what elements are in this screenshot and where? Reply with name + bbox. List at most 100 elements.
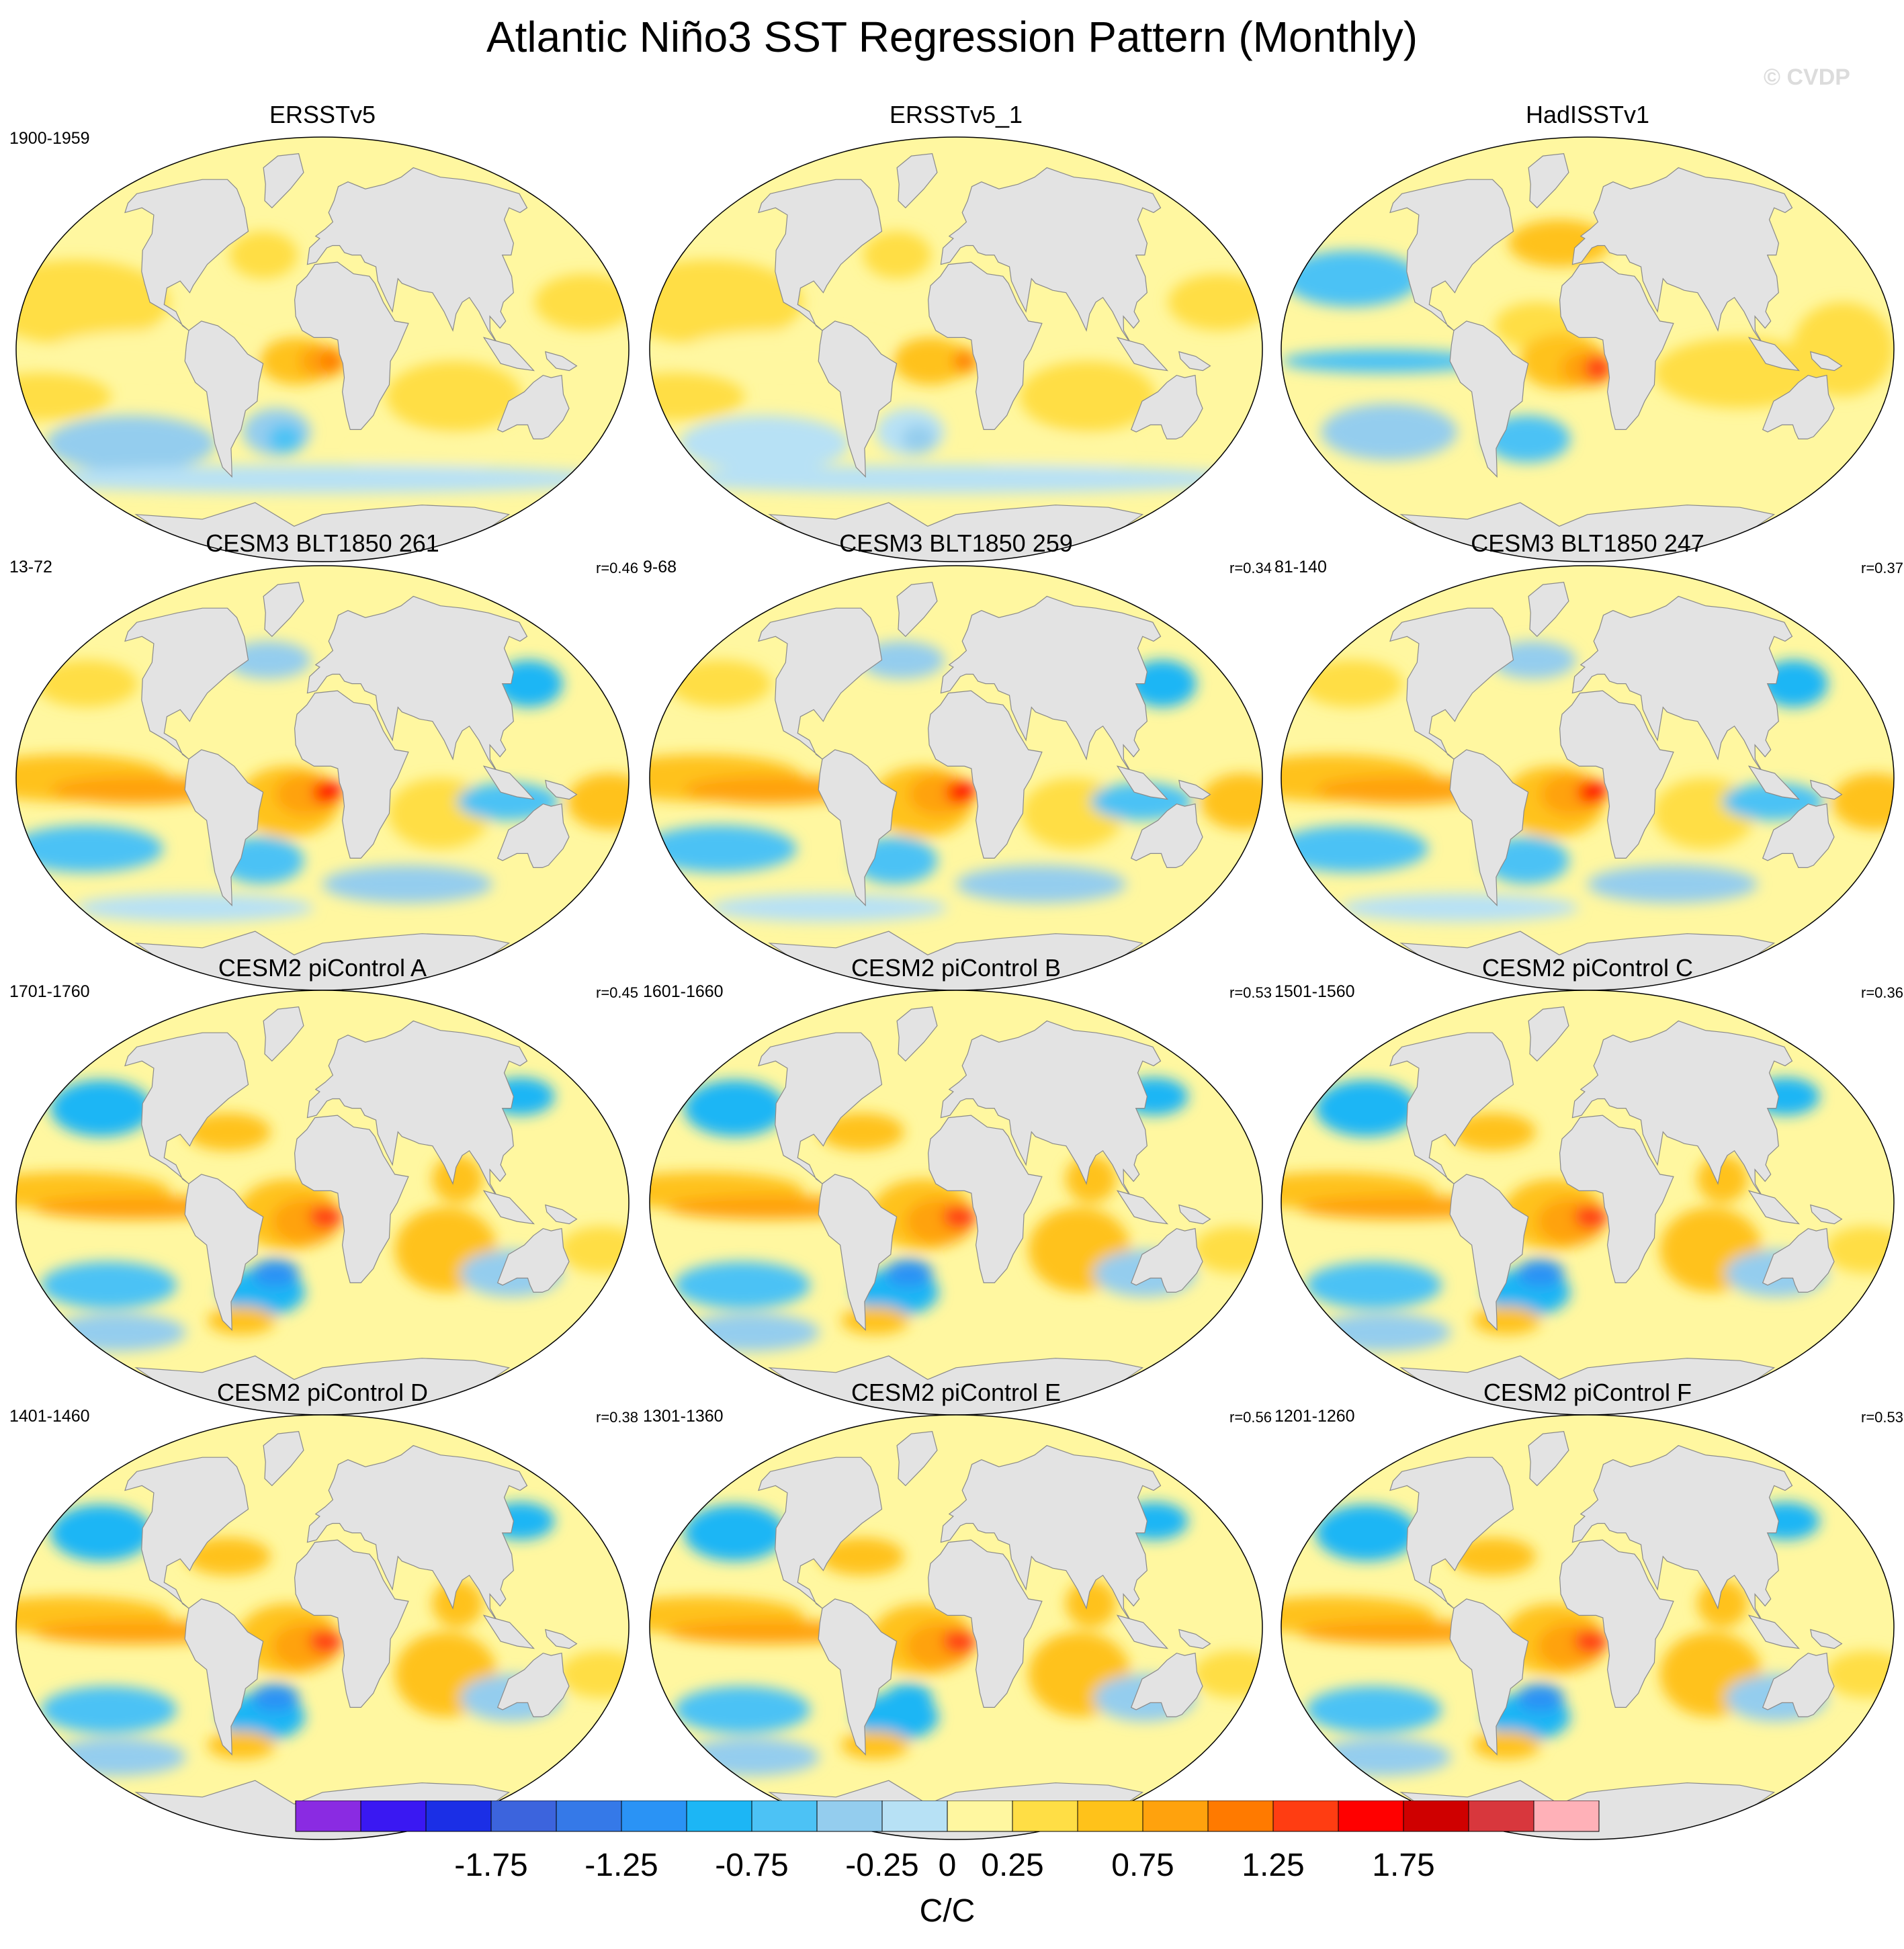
anomaly-region [1584, 356, 1612, 380]
anomaly-region [185, 1537, 271, 1575]
land-indonesia [1747, 1190, 1801, 1225]
land-indonesia [482, 765, 535, 800]
land-antarctica [768, 1355, 1144, 1415]
land-antarctica [1399, 502, 1776, 562]
anomaly-region [674, 1261, 811, 1309]
anomaly-region [1315, 1313, 1451, 1352]
land-north-america [1389, 607, 1514, 760]
land-africa [1559, 690, 1674, 859]
colorbar-tick-label: 0.75 [1111, 1848, 1174, 1883]
land-greenland [896, 581, 938, 638]
anomaly-region [16, 465, 629, 494]
land-africa [294, 1539, 409, 1708]
land-indonesia [482, 337, 535, 372]
land-north-america [758, 607, 883, 760]
land-indonesia [1116, 1190, 1169, 1225]
colorbar-tick-label: 1.25 [1242, 1848, 1304, 1883]
anomaly-region [1573, 1205, 1608, 1229]
anomaly-region [1283, 250, 1420, 307]
anomaly-region [952, 351, 977, 371]
anomaly-region [50, 1080, 153, 1137]
land-antarctica [134, 1355, 511, 1415]
panel-title: CESM2 piControl C [1481, 954, 1694, 982]
land-indonesia [1116, 765, 1169, 800]
anomaly-region [226, 641, 311, 679]
anomaly-region [945, 780, 977, 804]
anomaly-region [987, 436, 1123, 475]
land-australia [496, 803, 570, 868]
land-greenland [263, 153, 304, 209]
anomaly-region [650, 465, 1262, 494]
anomaly-region [650, 373, 745, 421]
panel-correlation: r=0.36 [1861, 984, 1903, 1001]
land-eurasia [940, 595, 1162, 776]
land-australia [1762, 374, 1835, 439]
anomaly-region [819, 1537, 904, 1575]
land-greenland [1528, 1430, 1569, 1487]
panel-title: CESM2 piControl E [851, 1379, 1062, 1406]
land-antarctica [768, 502, 1144, 562]
land-south-america [818, 320, 898, 478]
land-greenland [896, 1430, 938, 1487]
map-panel: CESM3 BLT1850 247 81-140 r=0.37 [1272, 529, 1903, 1000]
land-africa [927, 1115, 1043, 1283]
land-greenland [1528, 1006, 1569, 1062]
panel-period: 1601-1660 [643, 982, 724, 1001]
land-australia [496, 1227, 570, 1293]
map-border [1281, 1414, 1895, 1840]
land-south-america [184, 320, 264, 478]
land-south-america [818, 1598, 898, 1756]
land-antarctica [134, 502, 511, 562]
land-africa [927, 690, 1043, 859]
panel-period: 1900-1959 [9, 129, 90, 148]
land-eurasia [1571, 1444, 1793, 1625]
panel-title: CESM3 BLT1850 247 [1471, 529, 1704, 557]
panel-period: 1501-1560 [1274, 982, 1355, 1001]
land-south-america [818, 1174, 898, 1332]
land-eurasia [1571, 595, 1793, 776]
anomaly-region [229, 231, 298, 279]
land-new-guinea [1178, 1629, 1211, 1649]
anomaly-region [709, 894, 947, 922]
anomaly-region [46, 415, 216, 472]
anomaly-region [308, 1205, 343, 1229]
map-border [649, 1414, 1263, 1840]
anomaly-region [353, 436, 490, 475]
anomaly-region [1315, 1504, 1418, 1561]
map-panel: CESM2 piControl E 1301-1360 r=0.56 [640, 1379, 1272, 1849]
sst-map [15, 990, 630, 1416]
sst-map [1281, 136, 1895, 562]
anomaly-region [50, 1738, 186, 1776]
panel-correlation: r=0.45 [596, 984, 638, 1001]
colorbar-tick-label: 1.75 [1372, 1848, 1434, 1883]
land-eurasia [1571, 167, 1793, 347]
land-greenland [1528, 153, 1569, 209]
land-north-america [124, 607, 249, 760]
land-eurasia [1571, 1020, 1793, 1201]
land-south-america [184, 1598, 264, 1756]
anomaly-region [40, 1261, 177, 1309]
anomaly-region [1472, 1731, 1541, 1760]
map-border [15, 1414, 630, 1840]
panel-period: 9-68 [643, 558, 677, 576]
anomaly-region [1573, 1629, 1608, 1653]
anomaly-region [566, 773, 629, 830]
land-eurasia [306, 1020, 528, 1201]
panel-correlation: r=0.46 [596, 560, 638, 576]
anomaly-field [650, 1502, 1262, 1776]
panel-correlation: r=0.53 [1861, 1409, 1903, 1426]
panel-title: ERSSTv5_1 [889, 101, 1023, 128]
anomaly-field [650, 231, 1262, 494]
panel-title: CESM2 piControl D [216, 1379, 429, 1406]
land-new-guinea [1810, 351, 1843, 372]
anomaly-region [819, 1113, 904, 1151]
panel-period: 1401-1460 [9, 1407, 90, 1426]
land-greenland [896, 153, 938, 209]
land-new-guinea [545, 1204, 578, 1225]
land-south-america [1449, 320, 1529, 478]
land-north-america [1389, 1032, 1514, 1184]
anomaly-region [1792, 302, 1894, 397]
map-panel: HadISSTv1 [1272, 101, 1903, 571]
anomaly-region [1451, 1537, 1536, 1575]
anomaly-region [1831, 773, 1894, 830]
